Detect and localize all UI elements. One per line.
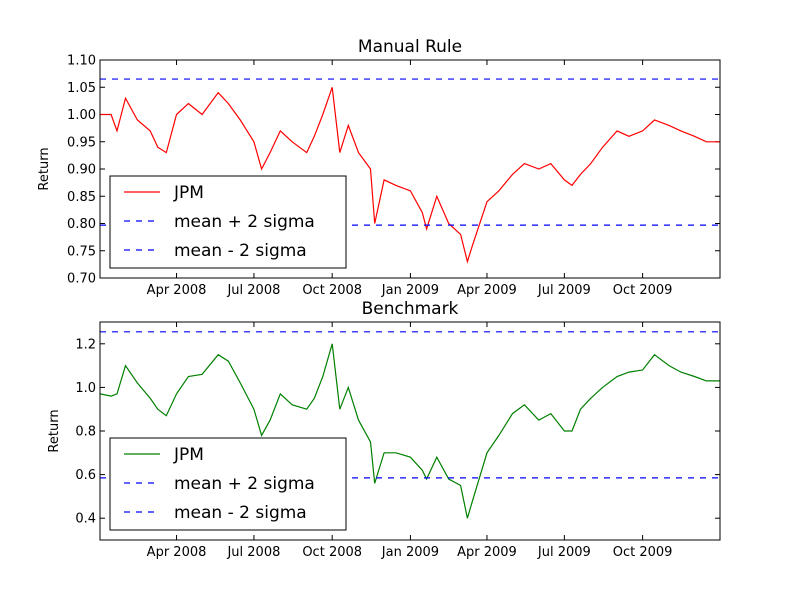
x-tick-label: Jan 2009 [381, 283, 439, 298]
x-tick-label: Apr 2009 [457, 545, 517, 560]
legend: JPM mean + 2 sigma mean - 2 sigma [109, 437, 347, 531]
y-axis-label: Return [37, 147, 52, 190]
x-tick-label: Apr 2009 [457, 283, 517, 298]
y-tick-label: 0.85 [67, 190, 96, 205]
x-tick-label: Jul 2009 [537, 545, 591, 560]
y-tick-label: 0.70 [67, 272, 96, 287]
x-tick-label: Jul 2009 [537, 283, 591, 298]
legend-entry: mean + 2 sigma [174, 212, 315, 232]
legend: JPM mean + 2 sigma mean - 2 sigma [109, 175, 347, 269]
y-tick-label: 0.8 [75, 425, 96, 440]
x-tick-label: Apr 2008 [147, 545, 207, 560]
series-line-jpm [100, 87, 720, 264]
chart-panel-1: Manual Rule Return 0.70 0.75 0.80 0.85 0.90 0.9… [37, 37, 721, 298]
legend-box [109, 175, 347, 269]
y-tick-label: 1.10 [67, 54, 96, 69]
y-axis-label: Return [47, 409, 62, 452]
y-tick-label: 0.80 [67, 217, 96, 232]
y-tick-label: 0.90 [67, 163, 96, 178]
legend-entry: mean - 2 sigma [174, 241, 307, 261]
legend-entry: JPM [173, 445, 204, 465]
y-tick-label: 1.0 [75, 381, 96, 396]
chart-panel-2: Benchmark Return 0.4 0.6 0.8 1.0 1.2 Apr 2008 Ju… [47, 299, 721, 560]
chart-title: Benchmark [362, 299, 459, 319]
y-tick-label: 1.2 [75, 337, 96, 352]
chart-title: Manual Rule [358, 37, 462, 57]
plot-frame [99, 59, 721, 279]
y-tick-label: 1.05 [67, 81, 96, 96]
y-tick-label: 1.00 [67, 108, 96, 123]
x-tick-label: Jul 2008 [226, 545, 280, 560]
x-tick-label: Jan 2009 [381, 545, 439, 560]
x-tick-label: Jul 2008 [226, 283, 280, 298]
x-tick-label: Oct 2008 [302, 283, 362, 298]
x-tick-label: Apr 2008 [147, 283, 207, 298]
legend-box [109, 437, 347, 531]
legend-entry: JPM [173, 183, 204, 203]
legend-entry: mean + 2 sigma [174, 474, 315, 494]
x-tick-label: Oct 2008 [302, 545, 362, 560]
plot-frame [99, 321, 721, 541]
y-tick-label: 0.75 [67, 244, 96, 259]
series-line-jpm [100, 343, 720, 519]
x-tick-label: Oct 2009 [613, 283, 673, 298]
y-tick-label: 0.95 [67, 135, 96, 150]
y-tick-label: 0.4 [75, 512, 96, 527]
legend-entry: mean - 2 sigma [174, 503, 307, 523]
x-tick-label: Oct 2009 [613, 545, 673, 560]
y-tick-label: 0.6 [75, 468, 96, 483]
